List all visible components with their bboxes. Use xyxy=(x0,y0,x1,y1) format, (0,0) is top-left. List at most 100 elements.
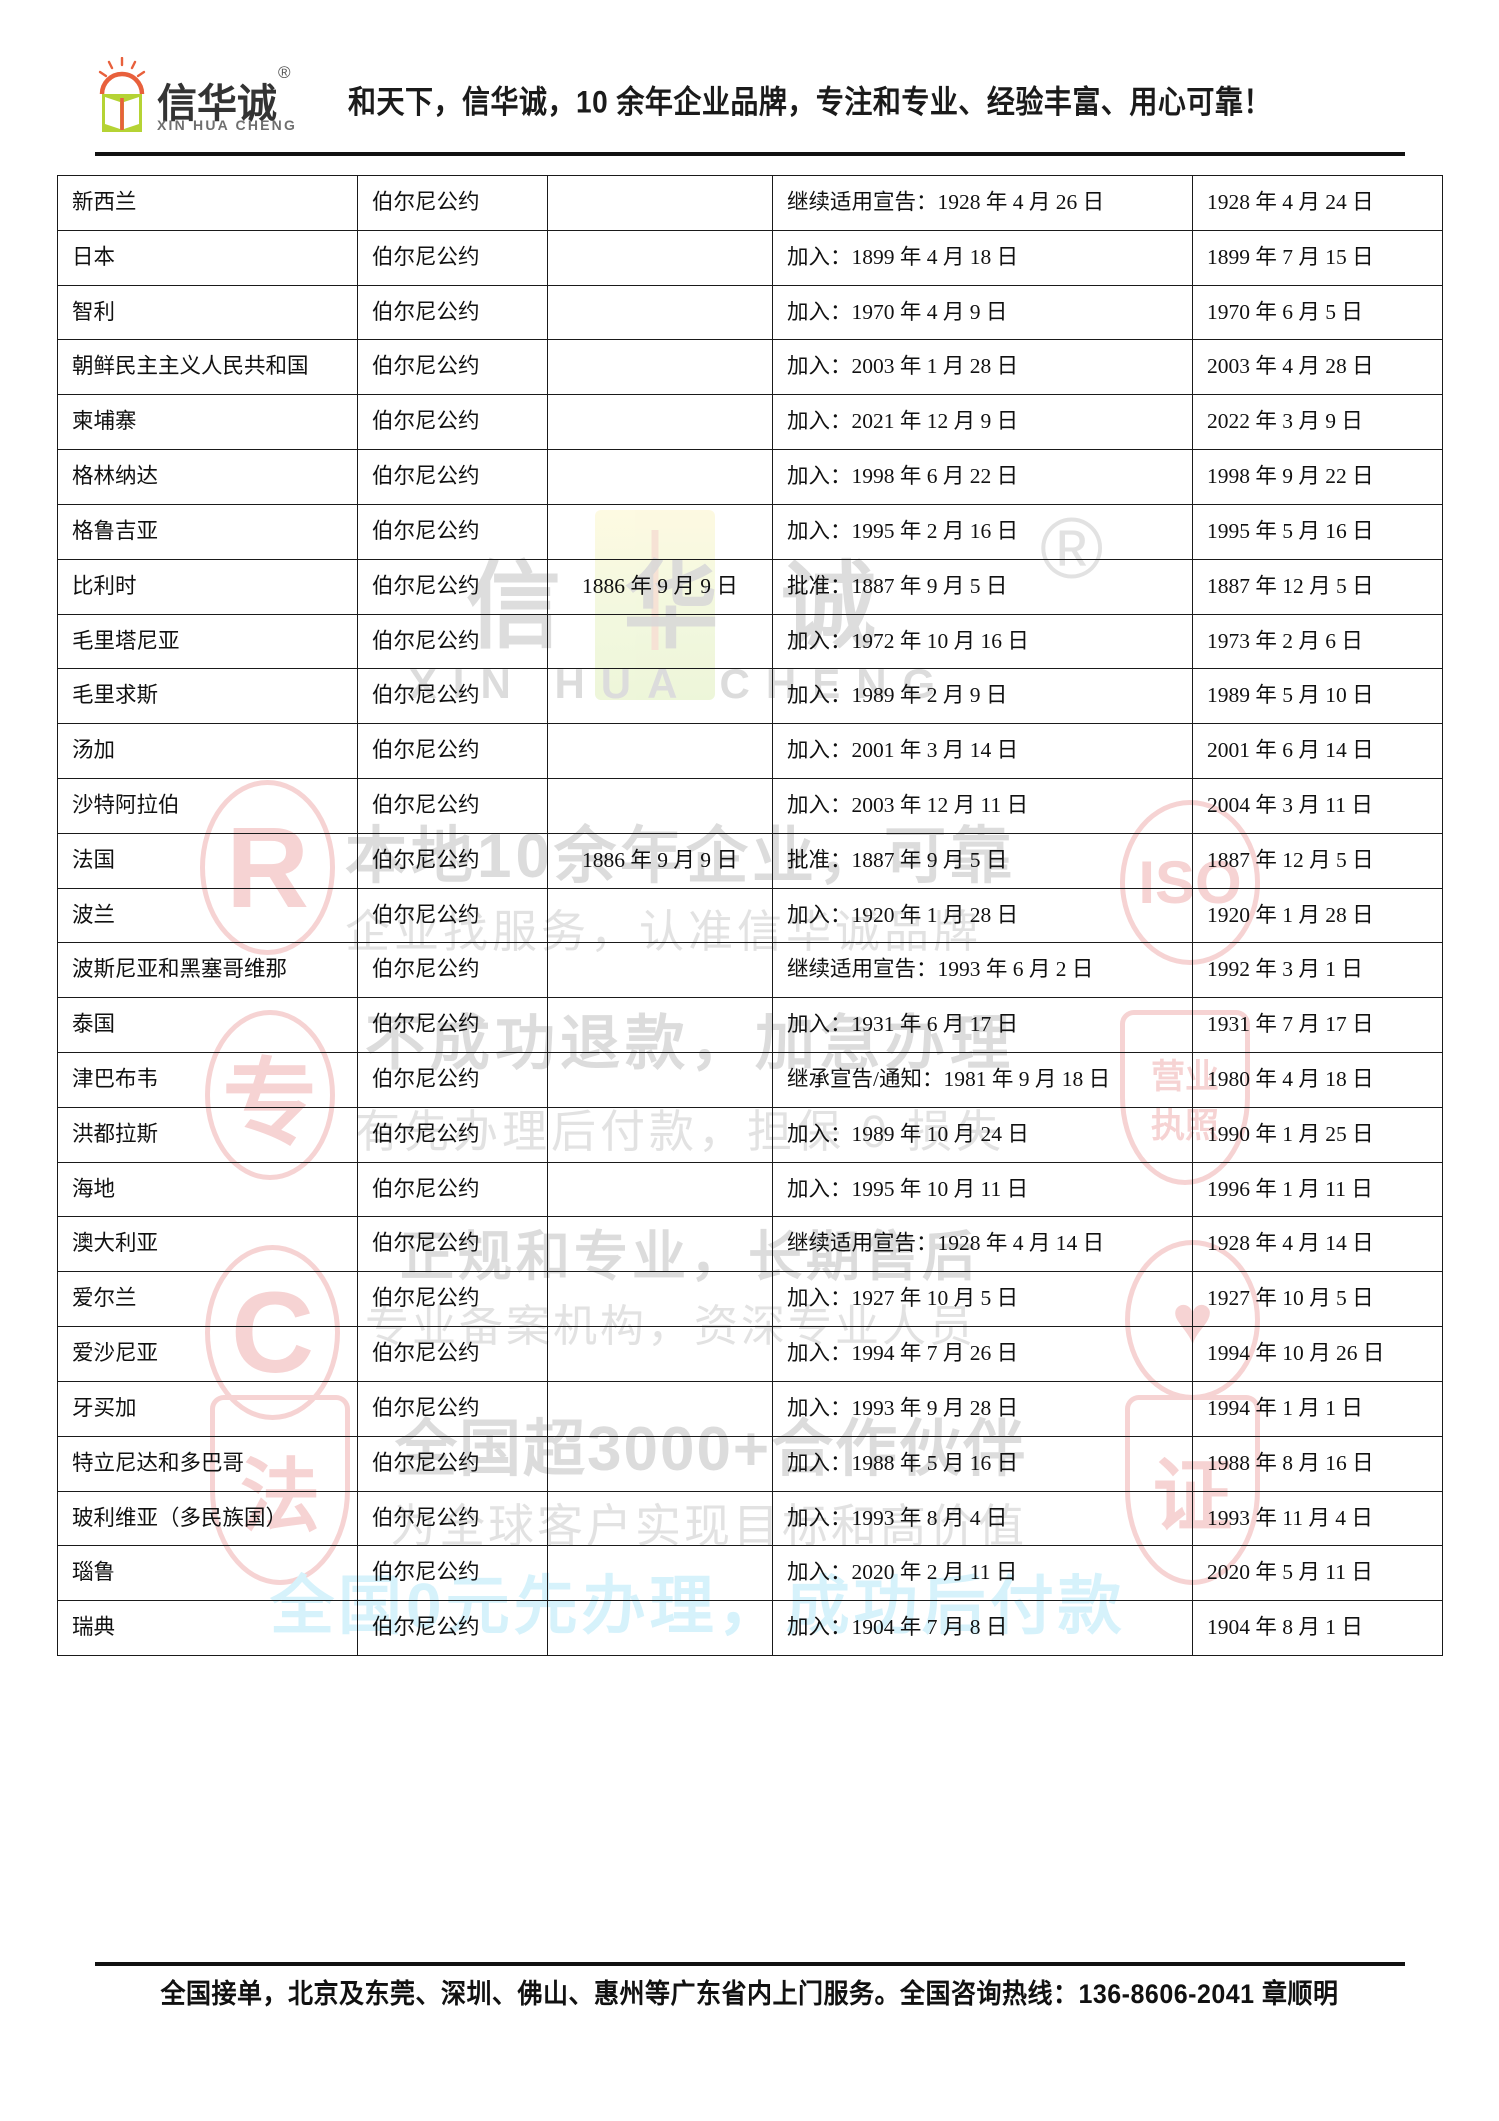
cell-effective: 2022 年 3 月 9 日 xyxy=(1192,394,1443,451)
cell-signed xyxy=(547,1380,773,1437)
cell-treaty: 伯尔尼公约 xyxy=(357,229,548,286)
cell-effective: 2003 年 4 月 28 日 xyxy=(1192,339,1443,396)
table-row: 智利 伯尔尼公约 加入：1970 年 4 月 9 日 1970 年 6 月 5 日 xyxy=(57,284,1443,341)
cell-signed xyxy=(547,1600,773,1656)
cell-country: 毛里塔尼亚 xyxy=(57,613,358,670)
cell-signed xyxy=(547,229,773,286)
cell-signed xyxy=(547,1106,773,1163)
cell-country: 新西兰 xyxy=(57,175,358,231)
table-row: 泰国 伯尔尼公约 加入：1931 年 6 月 17 日 1931 年 7 月 17 日 xyxy=(57,997,1443,1053)
cell-effective: 1989 年 5 月 10 日 xyxy=(1192,668,1443,725)
table-row: 汤加 伯尔尼公约 加入：2001 年 3 月 14 日 2001 年 6 月 14 日 xyxy=(57,723,1443,779)
cell-treaty: 伯尔尼公约 xyxy=(357,1106,548,1163)
table-row: 玻利维亚（多民族国） 伯尔尼公约 加入：1993 年 8 月 4 日 1993 年 1… xyxy=(57,1490,1443,1547)
cell-action: 加入：1904 年 7 月 8 日 xyxy=(772,1600,1193,1656)
cell-signed xyxy=(547,175,773,231)
cell-action: 加入：1972 年 10 月 16 日 xyxy=(772,613,1193,670)
cell-treaty: 伯尔尼公约 xyxy=(357,1052,548,1108)
cell-signed xyxy=(547,777,773,834)
cell-country: 格鲁吉亚 xyxy=(57,503,358,560)
company-logo: 信华诚 ® XIN HUA CHENG xyxy=(95,55,315,145)
cell-treaty: 伯尔尼公约 xyxy=(357,1380,548,1437)
cell-treaty: 伯尔尼公约 xyxy=(357,284,548,341)
cell-country: 汤加 xyxy=(57,723,358,779)
cell-country: 海地 xyxy=(57,1161,358,1218)
cell-effective: 1994 年 1 月 1 日 xyxy=(1192,1380,1443,1437)
cell-action: 加入：1927 年 10 月 5 日 xyxy=(772,1271,1193,1328)
cell-action: 加入：1988 年 5 月 16 日 xyxy=(772,1435,1193,1492)
treaty-table-body: 新西兰 伯尔尼公约 继续适用宣告：1928 年 4 月 26 日 1928 年 4 月… xyxy=(57,175,1443,1656)
cell-action: 继续适用宣告：1928 年 4 月 26 日 xyxy=(772,175,1193,231)
cell-effective: 1928 年 4 月 24 日 xyxy=(1192,175,1443,231)
cell-signed xyxy=(547,942,773,999)
cell-treaty: 伯尔尼公约 xyxy=(357,175,548,231)
footer-contact-text: 全国接单，北京及东莞、深圳、佛山、惠州等广东省内上门服务。全国咨询热线：136-… xyxy=(160,1979,1339,2010)
cell-country: 牙买加 xyxy=(57,1380,358,1437)
cell-effective: 1920 年 1 月 28 日 xyxy=(1192,887,1443,944)
cell-action: 加入：1993 年 9 月 28 日 xyxy=(772,1380,1193,1437)
cell-country: 波斯尼亚和黑塞哥维那 xyxy=(57,942,358,999)
cell-treaty: 伯尔尼公约 xyxy=(357,668,548,725)
cell-country: 毛里求斯 xyxy=(57,668,358,725)
cell-action: 加入：1931 年 6 月 17 日 xyxy=(772,997,1193,1053)
registered-mark-icon: ® xyxy=(278,63,291,82)
cell-signed xyxy=(547,339,773,396)
table-row: 爱沙尼亚 伯尔尼公约 加入：1994 年 7 月 26 日 1994 年 10 月 2… xyxy=(57,1326,1443,1382)
cell-effective: 1995 年 5 月 16 日 xyxy=(1192,503,1443,560)
table-row: 法国 伯尔尼公约 1886 年 9 月 9 日批准：1887 年 9 月 5 日 18… xyxy=(57,832,1443,889)
table-row: 波斯尼亚和黑塞哥维那 伯尔尼公约 继续适用宣告：1993 年 6 月 2 日 1992… xyxy=(57,942,1443,999)
cell-action: 加入：2003 年 12 月 11 日 xyxy=(772,777,1193,834)
cell-country: 波兰 xyxy=(57,887,358,944)
cell-signed xyxy=(547,613,773,670)
cell-effective: 2020 年 5 月 11 日 xyxy=(1192,1545,1443,1602)
cell-signed xyxy=(547,503,773,560)
cell-treaty: 伯尔尼公约 xyxy=(357,1216,548,1273)
cell-action: 继续适用宣告：1928 年 4 月 14 日 xyxy=(772,1216,1193,1273)
cell-action: 批准：1887 年 9 月 5 日 xyxy=(772,558,1193,615)
table-row: 爱尔兰 伯尔尼公约 加入：1927 年 10 月 5 日 1927 年 10 月 5 … xyxy=(57,1271,1443,1328)
cell-effective: 1899 年 7 月 15 日 xyxy=(1192,229,1443,286)
cell-country: 瑞典 xyxy=(57,1600,358,1656)
cell-treaty: 伯尔尼公约 xyxy=(357,1545,548,1602)
cell-signed xyxy=(547,1216,773,1273)
table-row: 毛里塔尼亚 伯尔尼公约 加入：1972 年 10 月 16 日 1973 年 2 月 … xyxy=(57,613,1443,670)
treaty-table: 新西兰 伯尔尼公约 继续适用宣告：1928 年 4 月 26 日 1928 年 4 月… xyxy=(57,175,1443,1656)
cell-treaty: 伯尔尼公约 xyxy=(357,394,548,451)
cell-action: 加入：1995 年 2 月 16 日 xyxy=(772,503,1193,560)
table-row: 牙买加 伯尔尼公约 加入：1993 年 9 月 28 日 1994 年 1 月 1 日 xyxy=(57,1380,1443,1437)
cell-action: 批准：1887 年 9 月 5 日 xyxy=(772,832,1193,889)
cell-signed xyxy=(547,668,773,725)
cell-treaty: 伯尔尼公约 xyxy=(357,1490,548,1547)
cell-country: 泰国 xyxy=(57,997,358,1053)
cell-action: 加入：1993 年 8 月 4 日 xyxy=(772,1490,1193,1547)
table-row: 瑙鲁 伯尔尼公约 加入：2020 年 2 月 11 日 2020 年 5 月 11 日 xyxy=(57,1545,1443,1602)
footer-divider xyxy=(95,1962,1405,1966)
cell-treaty: 伯尔尼公约 xyxy=(357,1161,548,1218)
cell-signed xyxy=(547,1271,773,1328)
cell-signed xyxy=(547,887,773,944)
logo-pinyin-text: XIN HUA CHENG xyxy=(157,117,298,133)
cell-effective: 1904 年 8 月 1 日 xyxy=(1192,1600,1443,1656)
cell-signed xyxy=(547,449,773,505)
cell-action: 加入：1989 年 2 月 9 日 xyxy=(772,668,1193,725)
cell-effective: 1996 年 1 月 11 日 xyxy=(1192,1161,1443,1218)
cell-treaty: 伯尔尼公约 xyxy=(357,1600,548,1656)
table-row: 格林纳达 伯尔尼公约 加入：1998 年 6 月 22 日 1998 年 9 月 22… xyxy=(57,449,1443,505)
table-row: 波兰 伯尔尼公约 加入：1920 年 1 月 28 日 1920 年 1 月 28 日 xyxy=(57,887,1443,944)
cell-action: 加入：2001 年 3 月 14 日 xyxy=(772,723,1193,779)
header-tagline: 和天下，信华诚，10 余年企业品牌，专注和专业、经验丰富、用心可靠！ xyxy=(348,84,1272,120)
table-row: 沙特阿拉伯 伯尔尼公约 加入：2003 年 12 月 11 日 2004 年 3 月 … xyxy=(57,777,1443,834)
table-row: 海地 伯尔尼公约 加入：1995 年 10 月 11 日 1996 年 1 月 11 … xyxy=(57,1161,1443,1218)
cell-country: 日本 xyxy=(57,229,358,286)
table-row: 瑞典 伯尔尼公约 加入：1904 年 7 月 8 日 1904 年 8 月 1 日 xyxy=(57,1600,1443,1656)
cell-country: 玻利维亚（多民族国） xyxy=(57,1490,358,1547)
cell-signed: 1886 年 9 月 9 日 xyxy=(547,832,773,889)
cell-effective: 1928 年 4 月 14 日 xyxy=(1192,1216,1443,1273)
treaty-table-container: 新西兰 伯尔尼公约 继续适用宣告：1928 年 4 月 26 日 1928 年 4 月… xyxy=(57,175,1443,1656)
cell-signed xyxy=(547,284,773,341)
cell-action: 加入：1998 年 6 月 22 日 xyxy=(772,449,1193,505)
table-row: 朝鲜民主主义人民共和国 伯尔尼公约 加入：2003 年 1 月 28 日 2003 年… xyxy=(57,339,1443,396)
table-row: 特立尼达和多巴哥 伯尔尼公约 加入：1988 年 5 月 16 日 1988 年 8 … xyxy=(57,1435,1443,1492)
cell-treaty: 伯尔尼公约 xyxy=(357,1271,548,1328)
